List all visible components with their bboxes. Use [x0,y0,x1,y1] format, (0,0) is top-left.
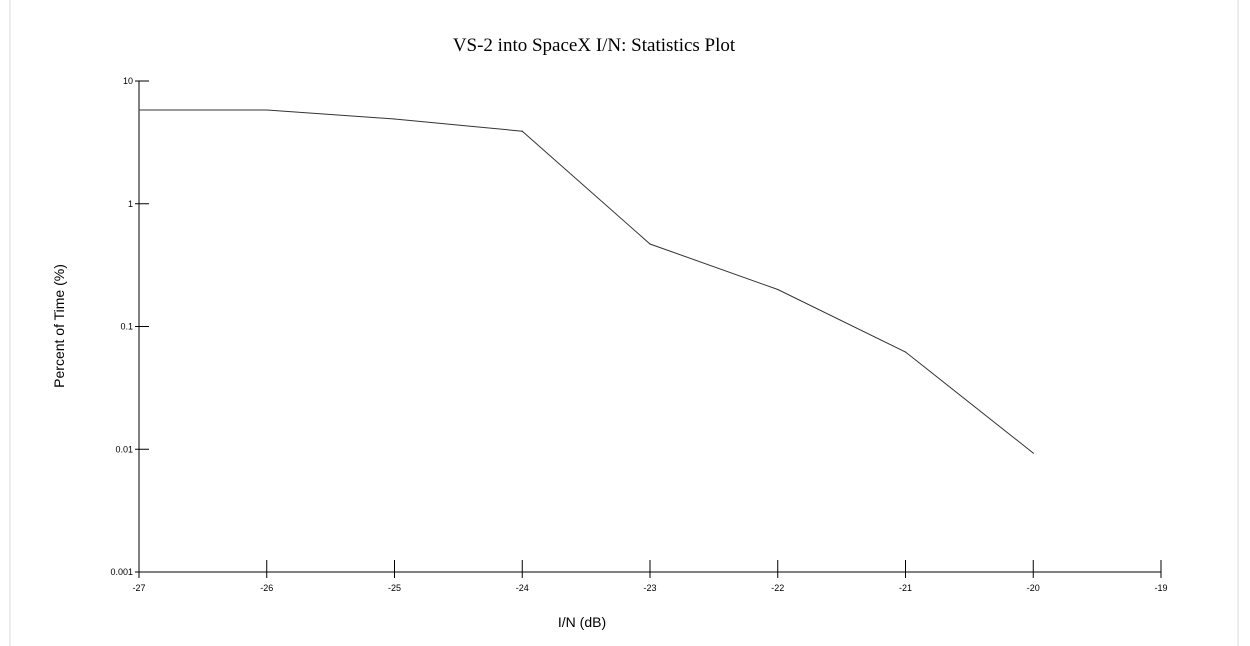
data-point [138,109,140,111]
data-point [393,118,396,120]
series-layer [138,109,1034,454]
data-point [1032,452,1034,454]
x-axis-label: I/N (dB) [558,614,606,630]
y-tick-label: 10 [123,76,133,86]
data-point [266,109,268,111]
x-tick-label: -20 [1027,583,1040,593]
x-tick-label: -21 [899,583,912,593]
y-tick-label: 1 [128,199,133,209]
y-tick-label: 0.001 [110,567,133,577]
x-tick-label: -23 [643,583,656,593]
x-tick-label: -24 [516,583,529,593]
x-tick-label: -19 [1154,583,1167,593]
x-ticks: -27 -26 -25 -24 -23 -22 -21 -20 -19 [132,560,1168,593]
y-axis-label: Percent of Time (%) [51,264,67,388]
x-tick-label: -22 [771,583,784,593]
x-tick-label: -27 [132,583,145,593]
series-line [139,109,1034,454]
y-tick-label: 0.01 [115,444,133,454]
x-tick-label: -25 [388,583,401,593]
data-point [649,243,651,245]
data-point [904,351,907,353]
data-point [521,130,523,132]
x-tick-label: -26 [260,583,273,593]
y-tick-label: 0.1 [120,322,133,332]
y-ticks: 10 1 0.1 0.01 0.001 [110,76,149,577]
data-point [777,288,779,291]
chart-title: VS-2 into SpaceX I/N: Statistics Plot [453,35,736,56]
